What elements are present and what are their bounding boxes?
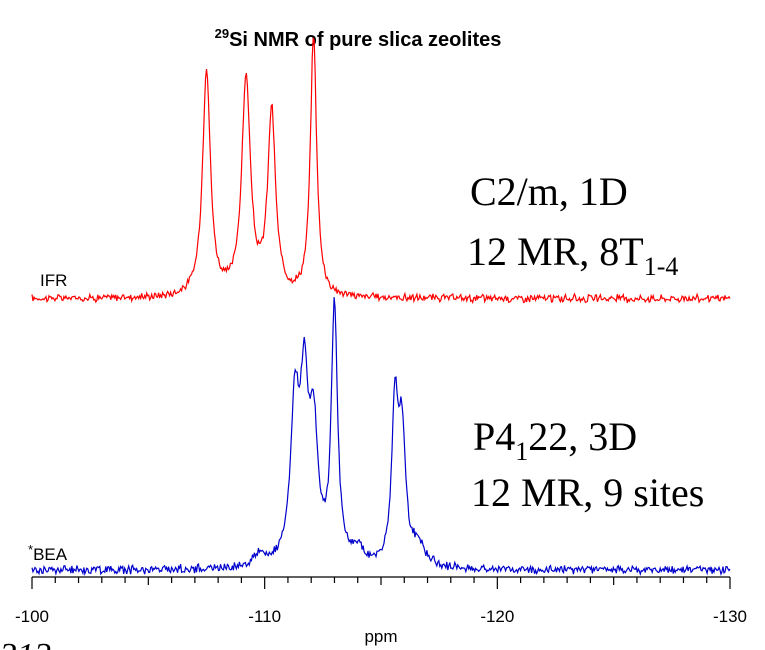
spectra-layer xyxy=(31,37,731,577)
x-tick-label: -110 xyxy=(248,607,281,626)
chart-title: 29Si NMR of pure slica zeolites xyxy=(215,26,502,51)
title-main: Si NMR of pure slica zeolites xyxy=(229,29,501,51)
bea-name: BEA xyxy=(33,545,68,564)
x-axis-label: ppm xyxy=(364,627,397,646)
ifr-annotation-line2-main: 12 MR, 8T xyxy=(467,229,644,274)
bea-annotation-line1-a: P4 xyxy=(473,414,515,459)
spectrum-line-bea xyxy=(31,297,731,577)
bea-annotation-line1-b: 22, 3D xyxy=(528,414,637,459)
ifr-annotation-line2: 12 MR, 8T1-4 xyxy=(467,229,678,281)
bottom-left-fragment: 312 xyxy=(0,637,51,650)
title-superscript: 29 xyxy=(215,26,229,41)
spectrum-line-ifr xyxy=(31,37,731,305)
series-label-ifr: IFR xyxy=(40,271,67,290)
x-tick-label: -120 xyxy=(480,607,514,626)
x-axis-tick-labels: -100 -110 -120 -130 xyxy=(15,607,747,626)
ifr-annotation-line2-sub: 1-4 xyxy=(644,252,679,281)
bea-asterisk: * xyxy=(28,542,33,557)
x-tick-label: -130 xyxy=(713,607,747,626)
ifr-annotation-line1: C2/m, 1D xyxy=(470,169,628,214)
series-label-bea: *BEA xyxy=(28,542,68,564)
bea-annotation-line1-sub: 1 xyxy=(515,437,528,466)
bea-annotation-line1: P4122, 3D xyxy=(473,414,637,466)
x-axis-ticks xyxy=(31,577,731,589)
x-tick-label: -100 xyxy=(15,607,49,626)
bea-annotation-line2: 12 MR, 9 sites xyxy=(471,470,704,515)
